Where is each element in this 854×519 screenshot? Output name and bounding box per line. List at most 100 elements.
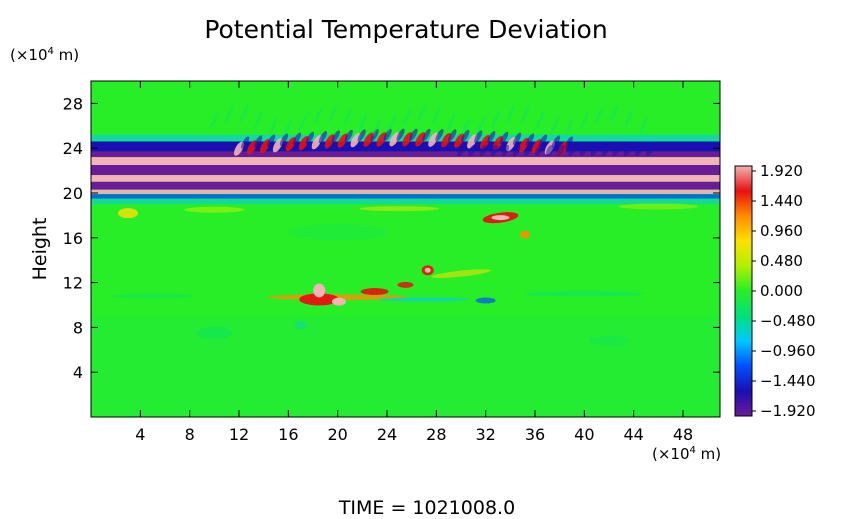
field-feature (491, 110, 500, 129)
y-tick-label: 8 (73, 318, 83, 337)
field-feature (520, 230, 531, 239)
field-feature (467, 134, 478, 149)
field-feature (239, 105, 249, 124)
field-feature (518, 138, 529, 153)
field-band (91, 198, 720, 205)
colorbar-label: 1.920 (760, 162, 803, 180)
field-feature (424, 267, 431, 273)
field-feature (550, 116, 560, 135)
field-feature (557, 144, 565, 157)
field-feature (601, 144, 610, 157)
field-feature (298, 135, 309, 151)
field-feature (417, 104, 426, 123)
field-feature (490, 144, 499, 157)
field-feature (396, 128, 405, 141)
field-feature (415, 132, 426, 147)
field-feature (565, 117, 574, 136)
field-feature (525, 133, 535, 146)
field-feature (461, 117, 471, 136)
field-feature (376, 132, 387, 147)
field-feature (448, 129, 457, 142)
field-feature (589, 335, 629, 346)
x-tick-label: 32 (475, 425, 495, 444)
x-tick-label: 16 (278, 425, 298, 444)
field-feature (480, 135, 491, 150)
field-feature (476, 116, 486, 135)
field-band (91, 175, 720, 182)
field-feature (505, 104, 515, 124)
plot-frame (90, 80, 721, 418)
field-feature (491, 215, 510, 221)
field-band (91, 157, 720, 165)
field-feature (299, 293, 340, 306)
colorbar-label: 0.960 (760, 222, 803, 240)
field-feature (446, 113, 456, 132)
field-band (91, 181, 720, 190)
field-feature (287, 224, 388, 241)
x-tick-label: 8 (185, 425, 195, 444)
field-feature (524, 291, 645, 297)
y-axis-label: Height (29, 218, 51, 281)
colorbar-label: 1.440 (760, 192, 803, 210)
field-feature (344, 129, 353, 143)
field-feature (318, 131, 327, 144)
field-feature (112, 293, 193, 299)
field-feature (568, 144, 576, 157)
field-feature (209, 111, 219, 130)
colorbar-label: 0.480 (760, 252, 803, 270)
field-feature (254, 135, 263, 148)
colorbar-label: −1.440 (760, 372, 816, 390)
x-tick-label: 20 (327, 425, 347, 444)
field-feature (269, 116, 278, 135)
field-feature (331, 297, 346, 306)
field-feature (454, 133, 465, 148)
time-value: 1021008.0 (412, 497, 515, 519)
field-feature (402, 132, 413, 147)
field-feature (535, 111, 545, 130)
field-feature (534, 144, 543, 157)
field-feature (279, 133, 289, 146)
field-feature (294, 321, 307, 330)
field-feature (431, 269, 491, 278)
field-feature (292, 132, 302, 146)
field-feature (298, 112, 308, 132)
field-feature (359, 206, 440, 212)
field-feature (241, 136, 250, 149)
field-feature (594, 105, 604, 125)
field-feature (645, 144, 654, 157)
field-feature (328, 104, 338, 123)
field-band (91, 316, 720, 417)
field-feature (431, 106, 441, 125)
y-tick-label: 12 (63, 274, 83, 293)
field-feature (379, 297, 469, 302)
field-feature (324, 134, 335, 149)
field-feature (337, 133, 348, 148)
x-tick-label: 28 (426, 425, 446, 444)
field-feature (313, 283, 326, 298)
field-feature (254, 110, 264, 129)
field-feature (283, 117, 293, 136)
x-tick-label: 48 (673, 425, 693, 444)
field-feature (479, 144, 487, 157)
field-feature (564, 136, 574, 149)
field-feature (468, 144, 476, 157)
field-feature (618, 203, 699, 210)
field-feature (422, 128, 431, 142)
field-feature (538, 134, 548, 147)
field-band (91, 151, 720, 158)
x-tick-label: 44 (623, 425, 643, 444)
field-feature (487, 131, 496, 144)
field-feature (313, 106, 323, 125)
field-feature (363, 132, 374, 147)
y-tick-label: 24 (63, 139, 83, 158)
field-feature (579, 112, 589, 131)
field-feature (357, 129, 366, 142)
heatmap-field (91, 104, 720, 417)
colorbar-ticks: 1.920 1.440 0.960 0.480 0.000 −0.480 −0.960 −1.… (752, 162, 816, 420)
y-axis-unit: (×104 m) (10, 46, 79, 64)
field-feature (343, 108, 352, 127)
field-feature (551, 135, 561, 148)
field-feature (624, 109, 634, 128)
colorbar-label: −0.480 (760, 312, 816, 330)
field-band (91, 165, 720, 176)
